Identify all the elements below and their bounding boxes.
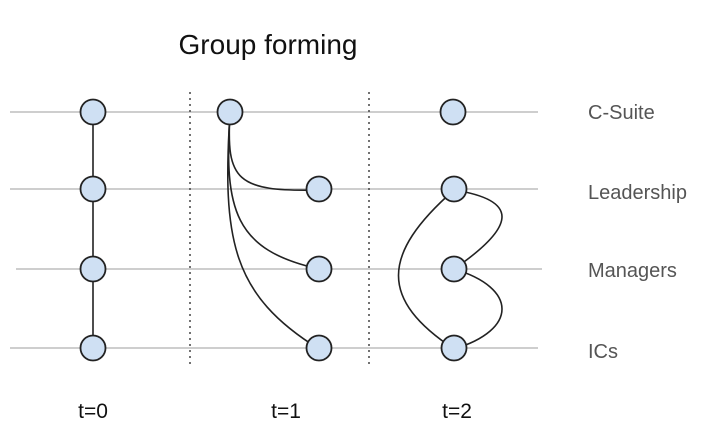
edge-t1-csuite-managers [227, 112, 320, 270]
edge-t2-leadership-managers [453, 189, 503, 270]
time-label-t0: t=0 [78, 400, 108, 423]
node-t1-ics [305, 334, 333, 362]
level-label-managers: Managers [588, 260, 677, 282]
node-t0-c-suite [79, 98, 107, 126]
node-t0-ics [79, 334, 107, 362]
node-t2-managers [440, 255, 468, 283]
time-label-t2: t=2 [442, 400, 472, 423]
node-t2-ics [440, 334, 468, 362]
level-label-c-suite: C-Suite [588, 102, 655, 124]
node-t1-leadership [305, 175, 333, 203]
edge-t1-csuite-leadership [228, 112, 320, 191]
edge-t2-leadership-ics [397, 189, 455, 350]
node-t2-leadership [440, 175, 468, 203]
node-t0-managers [79, 255, 107, 283]
level-label-leadership: Leadership [588, 182, 687, 204]
node-t2-c-suite [439, 98, 467, 126]
level-label-ics: ICs [588, 341, 618, 363]
diagram-title: Group forming [179, 29, 358, 60]
time-label-t1: t=1 [271, 400, 301, 423]
node-t1-c-suite [216, 98, 244, 126]
node-t0-leadership [79, 175, 107, 203]
node-t1-managers [305, 255, 333, 283]
edge-t2-managers-ics [453, 268, 503, 350]
edge-t1-csuite-ics [226, 112, 320, 350]
